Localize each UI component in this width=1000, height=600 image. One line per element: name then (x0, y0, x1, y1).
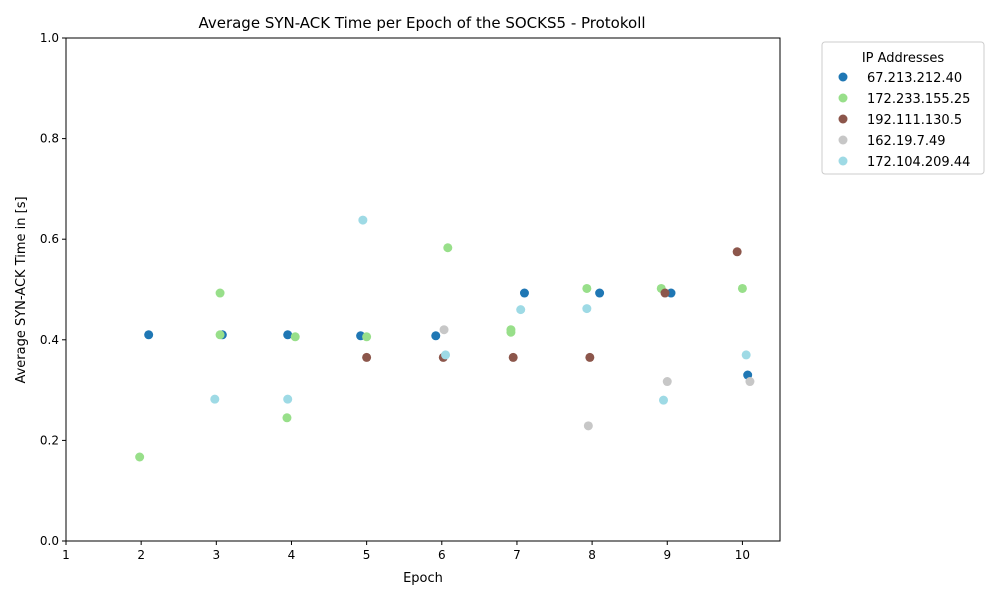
data-point-series-2 (135, 452, 145, 462)
data-point-series-5 (582, 304, 592, 314)
data-point-series-4 (583, 421, 593, 431)
x-axis-ticks: 1 2 3 4 5 6 7 8 9 10 (62, 541, 750, 562)
x-tick-label: 1 (62, 548, 70, 562)
y-tick-label: 0.2 (40, 433, 59, 447)
x-tick-label: 7 (513, 548, 521, 562)
data-point-series-3 (660, 288, 670, 298)
legend-marker (838, 156, 848, 166)
data-point-series-5 (358, 215, 368, 225)
legend-marker (838, 72, 848, 82)
x-tick-label: 4 (288, 548, 296, 562)
data-point-series-4 (439, 325, 449, 335)
x-tick-label: 8 (588, 548, 596, 562)
data-point-series-3 (732, 247, 742, 257)
data-point-series-2 (582, 283, 592, 293)
x-tick-label: 2 (137, 548, 145, 562)
legend-label: 162.19.7.49 (867, 134, 946, 149)
data-point-series-2 (282, 413, 292, 423)
legend-items: 67.213.212.40 172.233.155.25 192.111.130.5… (838, 71, 970, 170)
data-point-series-1 (144, 330, 154, 340)
x-tick-label: 5 (363, 548, 371, 562)
data-point-series-5 (441, 350, 451, 360)
legend-marker (838, 135, 848, 145)
data-point-series-3 (508, 352, 518, 362)
data-point-series-4 (745, 377, 755, 387)
data-point-series-2 (737, 283, 747, 293)
y-axis-label: Average SYN-ACK Time in [s] (14, 196, 29, 383)
y-tick-label: 0.0 (40, 534, 59, 548)
data-point-series-3 (585, 352, 595, 362)
x-tick-label: 3 (212, 548, 220, 562)
plot-area: 1 2 3 4 5 6 7 8 9 10 0.0 0.2 0.4 0.6 0.8 1.0 (40, 31, 781, 562)
y-tick-label: 0.8 (40, 132, 59, 146)
legend-label: 172.233.155.25 (867, 92, 970, 107)
legend-label: 192.111.130.5 (867, 113, 962, 128)
x-tick-label: 10 (735, 548, 750, 562)
x-axis-label: Epoch (403, 571, 443, 586)
data-point-series-1 (595, 288, 605, 298)
y-tick-label: 1.0 (40, 31, 59, 45)
legend-label: 67.213.212.40 (867, 71, 962, 86)
legend-label: 172.104.209.44 (867, 155, 970, 170)
data-point-series-2 (290, 332, 300, 342)
data-point-series-4 (662, 377, 672, 387)
data-point-series-2 (215, 288, 225, 298)
data-point-series-1 (283, 330, 293, 340)
data-point-series-5 (741, 350, 751, 360)
x-tick-label: 9 (663, 548, 671, 562)
data-point-series-1 (431, 331, 441, 341)
y-tick-label: 0.6 (40, 232, 59, 246)
data-point-series-5 (516, 305, 526, 315)
legend-frame (821, 41, 985, 175)
legend-title: IP Addresses (862, 51, 945, 66)
legend-marker (838, 114, 848, 124)
plot-frame (65, 37, 781, 542)
legend-marker (838, 93, 848, 103)
scatter-markers (135, 215, 755, 462)
data-point-series-2 (215, 330, 225, 340)
data-point-series-2 (506, 327, 516, 337)
y-tick-label: 0.4 (40, 333, 59, 347)
data-point-series-3 (362, 352, 372, 362)
chart-title: Average SYN-ACK Time per Epoch of the SO… (198, 14, 645, 32)
data-point-series-2 (362, 332, 372, 342)
legend: IP Addresses 67.213.212.40 172.233.155.25… (821, 41, 985, 175)
data-point-series-2 (443, 243, 453, 253)
data-point-series-1 (519, 288, 529, 298)
data-point-series-5 (659, 395, 669, 405)
x-tick-label: 6 (438, 548, 446, 562)
y-axis-ticks: 0.0 0.2 0.4 0.6 0.8 1.0 (40, 31, 66, 548)
data-point-series-5 (210, 394, 220, 404)
data-point-series-5 (283, 394, 293, 404)
